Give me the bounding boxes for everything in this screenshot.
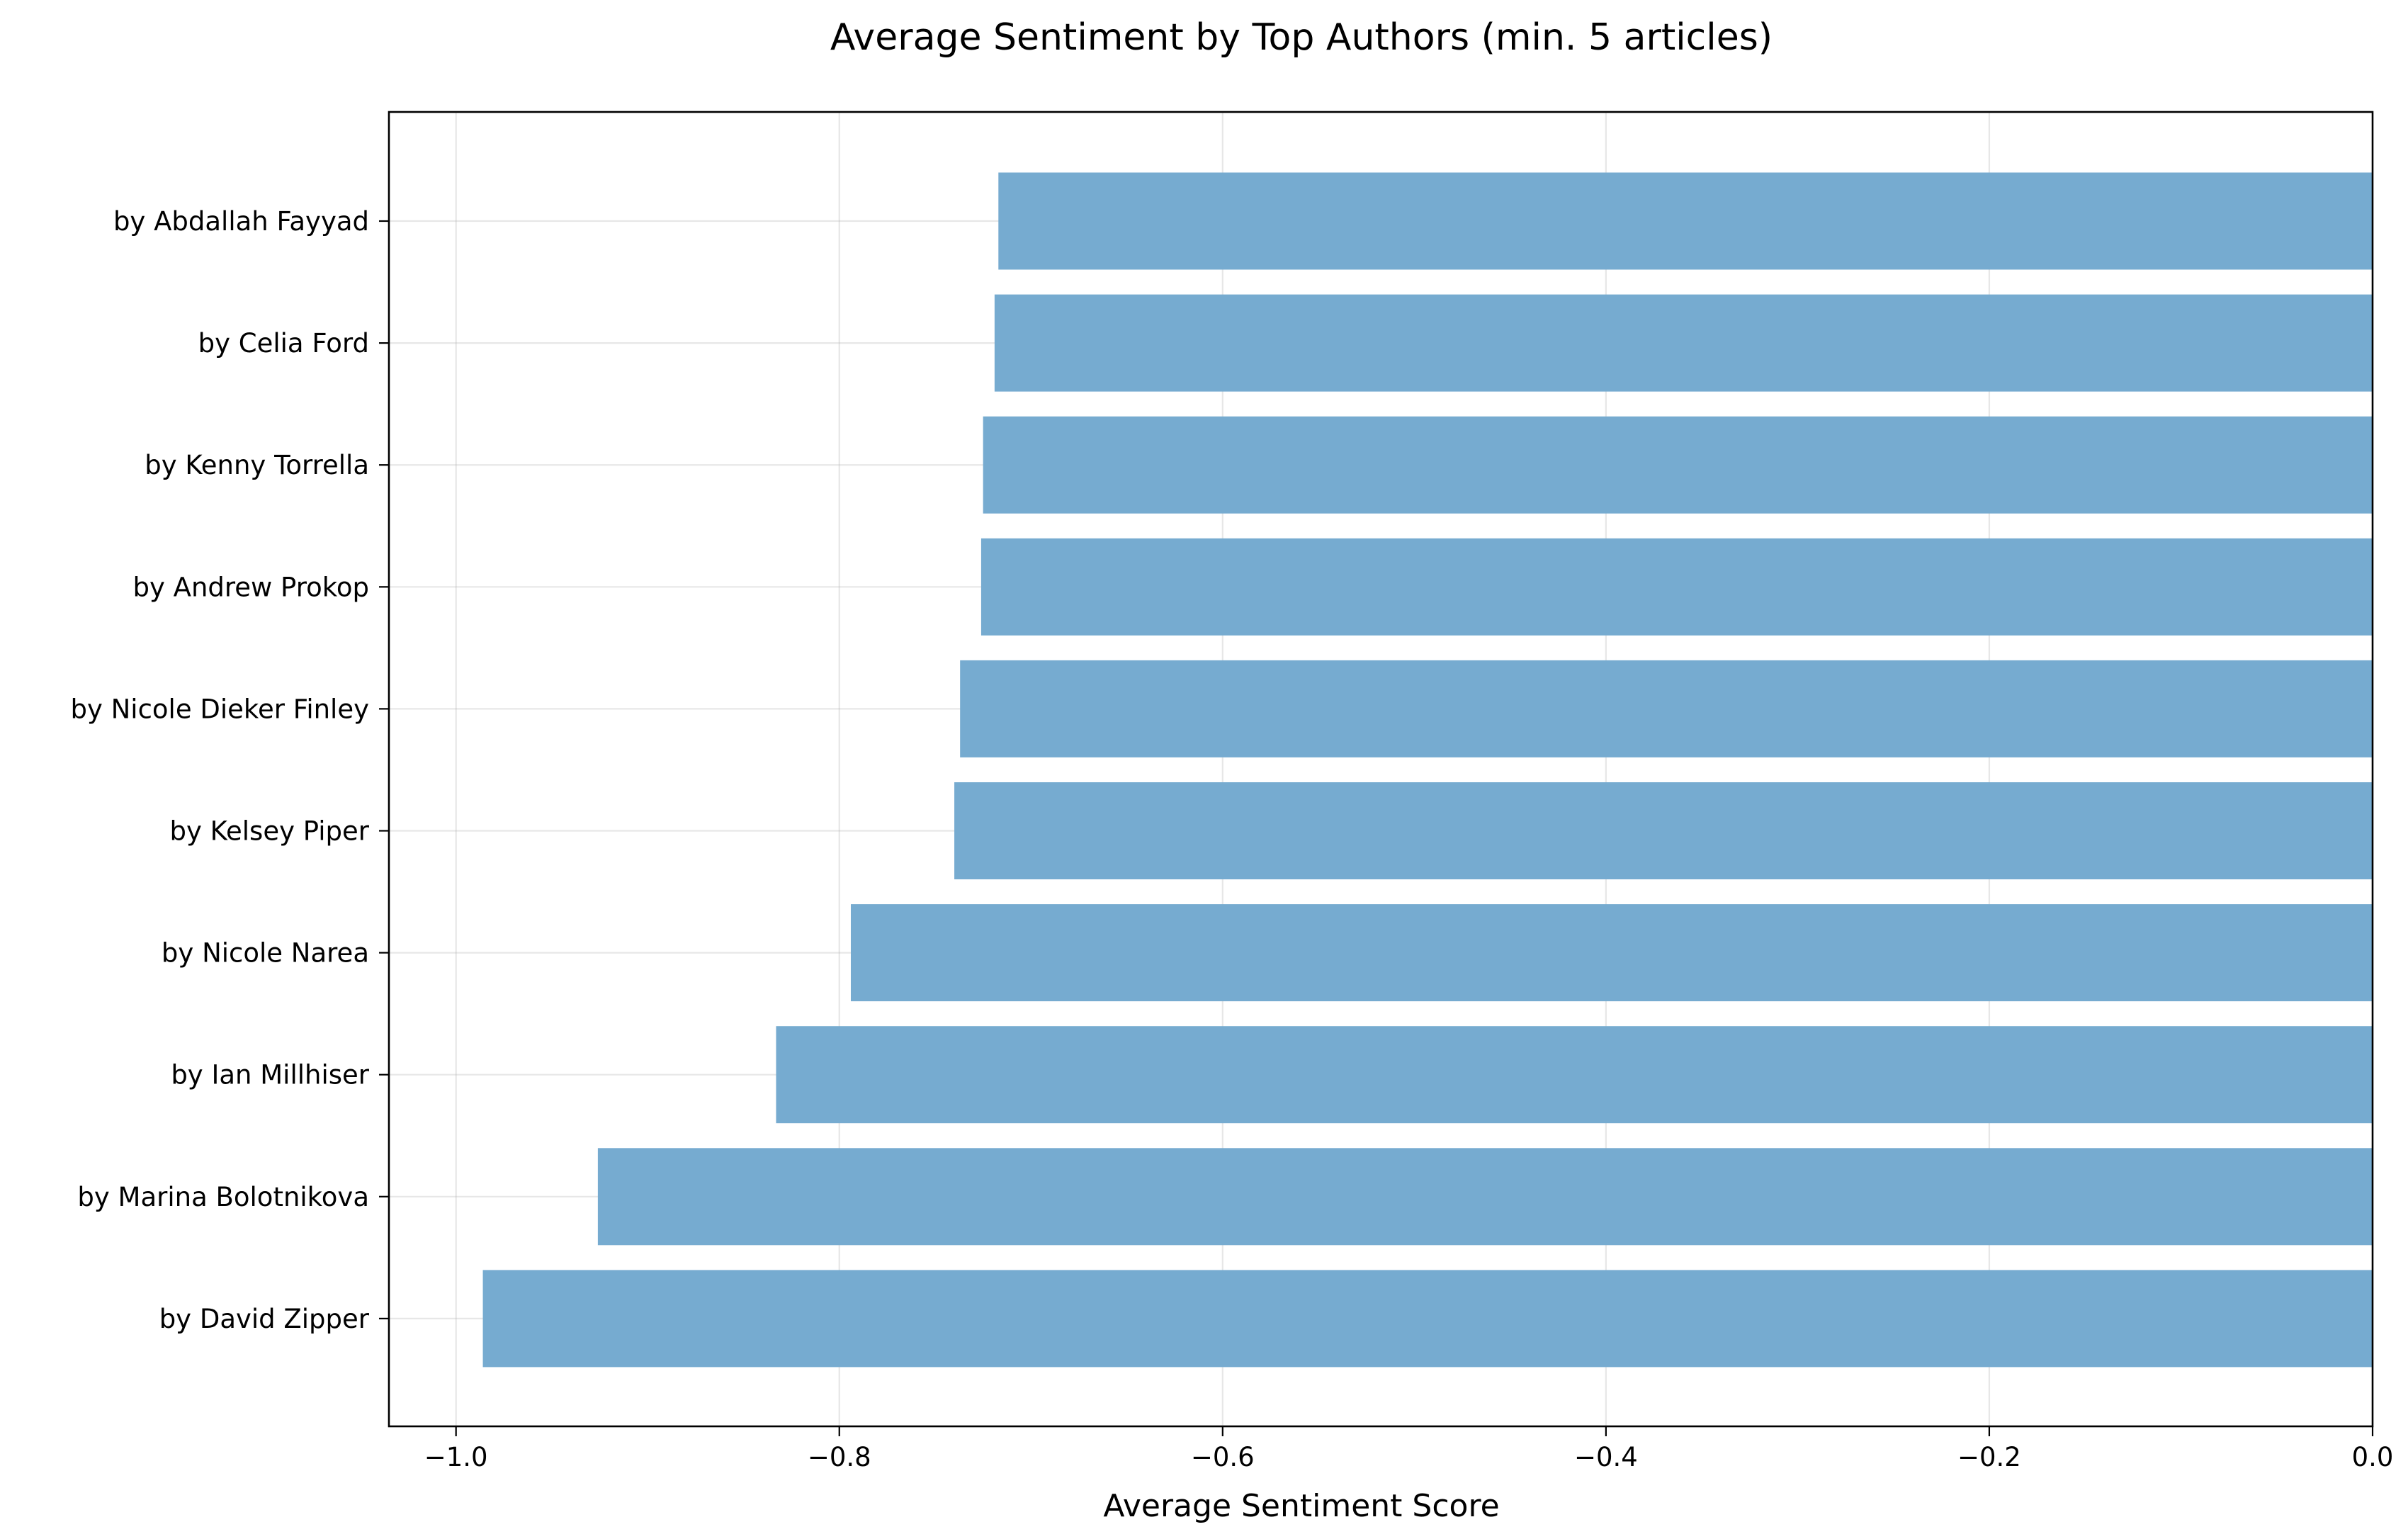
y-tick-label: by Celia Ford: [198, 328, 369, 359]
plot-frame: [388, 111, 2374, 1428]
chart-title: Average Sentiment by Top Authors (min. 5…: [830, 16, 1773, 59]
bar: [850, 904, 2373, 1002]
y-tick-label: by David Zipper: [159, 1304, 370, 1334]
bar: [980, 538, 2373, 636]
x-tick-label: −1.0: [424, 1442, 488, 1472]
x-tick-label: −0.6: [1191, 1442, 1255, 1472]
bars: [482, 172, 2373, 1368]
bar: [998, 172, 2373, 270]
x-tick-label: −0.2: [1957, 1442, 2021, 1472]
y-tick-label: by Kelsey Piper: [169, 816, 369, 847]
y-tick-label: by Kenny Torrella: [145, 450, 369, 480]
y-tick-label: by Nicole Narea: [162, 938, 369, 969]
y-tick-label: by Ian Millhiser: [171, 1060, 369, 1090]
x-tick-label: −0.8: [808, 1442, 871, 1472]
bar: [954, 782, 2373, 879]
x-axis-label: Average Sentiment Score: [1103, 1488, 1499, 1524]
x-axis: −1.0 −0.8 −0.6 −0.4 −0.2 0.0: [424, 1426, 2394, 1472]
bar: [482, 1270, 2373, 1368]
bar: [960, 660, 2373, 757]
y-tick-label: by Marina Bolotnikova: [77, 1182, 369, 1212]
bar: [597, 1148, 2373, 1246]
bar: [983, 416, 2373, 514]
y-tick-label: by Andrew Prokop: [132, 572, 369, 602]
x-tick-label: 0.0: [2352, 1442, 2394, 1472]
bar: [776, 1026, 2373, 1124]
y-tick-label: by Nicole Dieker Finley: [70, 694, 369, 724]
y-tick-label: by Abdallah Fayyad: [113, 206, 369, 237]
y-axis: by Abdallah Fayyad by Celia Ford by Kenny …: [70, 206, 389, 1334]
x-tick-label: −0.4: [1574, 1442, 1638, 1472]
bar: [994, 294, 2373, 392]
